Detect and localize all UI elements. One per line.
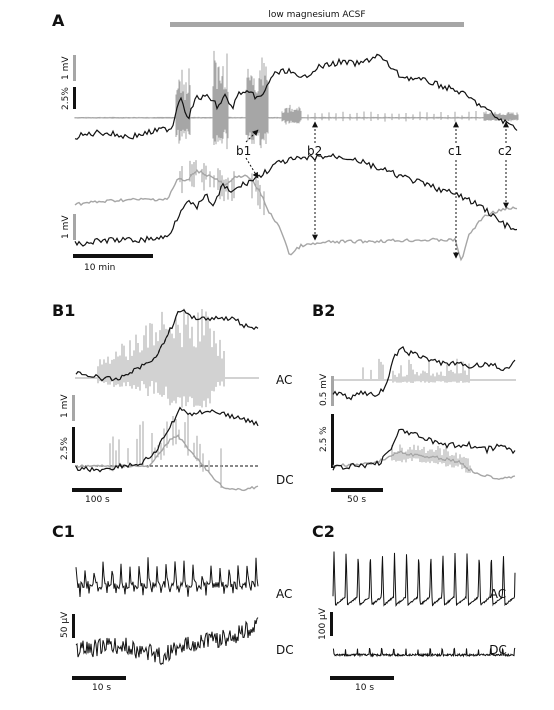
panel-b2-mv-scale-bar [331, 376, 334, 406]
marker-c1-label: c1 [448, 144, 462, 158]
panel-c1: C1 AC DC 50 μV 10 s [52, 522, 294, 693]
panel-b2-ac-gray-trace [332, 358, 516, 383]
panel-c1-dc-trace [75, 617, 259, 666]
marker-c2-label: c2 [498, 144, 512, 158]
panel-b1-dc-gray-spikes [109, 414, 222, 488]
panel-a: A low magnesium ACSF 1 mV 2.5% 1 mV 10 m… [52, 10, 519, 273]
panel-b2-letter: B2 [312, 301, 335, 320]
panel-c1-uv-scale-label: 50 μV [60, 611, 70, 638]
panel-a-time-scale-bar [73, 254, 153, 258]
panel-b1-time-scale-bar [72, 488, 122, 492]
panel-a-lower-1mv-scale-bar [73, 214, 76, 240]
panel-b1: B1 1 mV 2.5% 100 s AC DC [52, 301, 294, 505]
panel-a-bottom-black-trace [74, 153, 518, 247]
panel-b2-top-black-trace [332, 345, 516, 401]
panel-c1-uv-scale-bar [72, 614, 75, 638]
panel-c1-time-scale-bar [72, 676, 126, 680]
panel-b1-top-black-trace [75, 308, 259, 382]
panel-b1-dc-label: DC [276, 473, 294, 487]
low-magnesium-label: low magnesium ACSF [268, 10, 365, 20]
panel-b1-pct-scale-label: 2.5% [60, 437, 70, 460]
panel-c2: C2 AC DC 100 μV 10 s [312, 522, 516, 693]
panel-c1-dc-label: DC [276, 643, 294, 657]
panel-c2-letter: C2 [312, 522, 335, 541]
panel-b1-letter: B1 [52, 301, 75, 320]
low-magnesium-bar [170, 22, 464, 27]
panel-c2-uv-scale-bar [330, 612, 333, 636]
panel-a-pct-scale-label: 2.5% [61, 87, 71, 110]
marker-b2-label: b2 [307, 144, 322, 158]
panel-a-1mv-scale-label: 1 mV [61, 56, 71, 80]
panel-c2-time-scale-bar [330, 676, 394, 680]
panel-a-letter: A [52, 11, 65, 30]
panel-c2-ac-trace [332, 551, 516, 607]
panel-b1-bottom-black-trace [75, 406, 259, 473]
marker-b1-label: b1 [236, 144, 251, 158]
panel-b1-time-scale-label: 100 s [85, 495, 110, 505]
panel-a-1mv-scale-bar [73, 55, 76, 81]
panel-b2-mv-scale-label: 0.5 mV [319, 373, 329, 406]
panel-b1-ac-label: AC [276, 373, 292, 387]
panel-c2-uv-scale-label: 100 μV [318, 607, 328, 640]
panel-b1-1mv-scale-label: 1 mV [60, 394, 70, 418]
panel-b2-time-scale-bar [331, 488, 383, 492]
panel-c1-ac-trace [75, 557, 259, 598]
marker-b1-arrow-up [245, 129, 259, 143]
panel-b2-bottom-black-trace [332, 428, 516, 471]
panel-a-top-black-trace [74, 53, 518, 140]
panel-a-pct-scale-bar [73, 87, 76, 109]
panel-a-dc-gray-trace [74, 169, 518, 262]
panel-c2-dc-trace [332, 647, 516, 658]
panel-b1-ac-gray-trace [75, 308, 259, 408]
panel-b2-pct-scale-label: 2.5 % [319, 426, 329, 452]
panel-b1-1mv-scale-bar [72, 395, 75, 421]
panel-c2-time-scale-label: 10 s [355, 683, 374, 693]
panel-b2-dc-gray-spikes [391, 444, 471, 473]
panel-a-time-scale-label: 10 min [84, 263, 115, 273]
panel-c1-letter: C1 [52, 522, 75, 541]
panel-a-lower-1mv-scale-label: 1 mV [61, 215, 71, 239]
panel-b2-time-scale-label: 50 s [347, 495, 366, 505]
panel-b2-pct-scale-bar [331, 414, 334, 468]
panel-b1-pct-scale-bar [72, 427, 75, 463]
panel-c1-ac-label: AC [276, 587, 292, 601]
panel-b2: B2 0.5 mV 2.5 % 50 s [312, 301, 516, 505]
panel-a-ac-gray-trace [74, 50, 519, 150]
panel-a-dc-gray-spikes [179, 160, 265, 216]
panel-c1-time-scale-label: 10 s [92, 683, 111, 693]
